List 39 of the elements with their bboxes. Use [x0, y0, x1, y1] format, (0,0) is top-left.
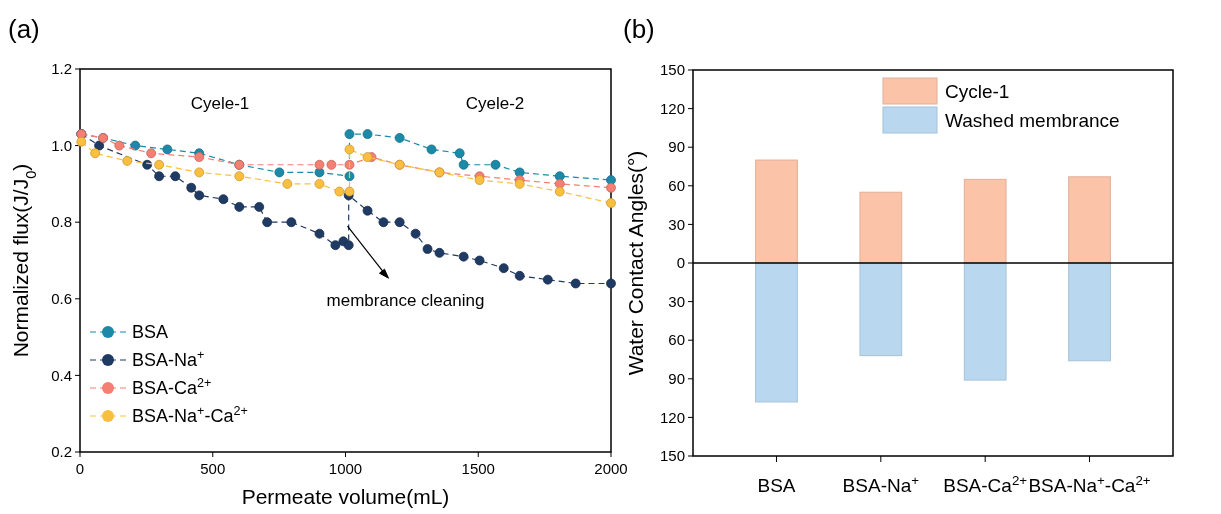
y-tick-label: 60 — [668, 177, 685, 195]
x-tick-label: 0 — [75, 460, 85, 477]
legend-label: Washed membrance — [945, 109, 1120, 131]
x-tick-label: BSA-Na$^{+}$ — [842, 472, 920, 496]
y-tick-label: 120 — [659, 408, 685, 426]
y-tick-label: 60 — [668, 331, 685, 349]
y-tick-label: 0.2 — [51, 443, 72, 461]
x-axis-title: Permeate volume(mL) — [241, 485, 450, 508]
y-tick-label: 150 — [659, 447, 685, 465]
x-tick-label: 500 — [200, 460, 226, 477]
y-tick-label: 30 — [668, 215, 685, 233]
legend-label: BSA-Na$^{+}$ — [132, 348, 205, 371]
legend-label: BSA — [132, 322, 169, 343]
annotation: Cyele-1 — [190, 94, 250, 113]
x-tick-label: BSA-Ca$^{2+}$ — [943, 472, 1028, 496]
y-tick-label: 1.0 — [51, 136, 72, 154]
legend-label: BSA-Ca$^{2+}$ — [132, 376, 212, 399]
y-tick-label: 150 — [659, 61, 685, 79]
x-tick-label: 1000 — [328, 460, 363, 477]
legend-label: Cycle-1 — [945, 80, 1010, 102]
y-tick-label: 0.8 — [51, 213, 72, 231]
y-tick-label: 0 — [676, 254, 685, 272]
legend-label: BSA-Na$^{+}$-Ca$^{2+}$ — [132, 404, 248, 427]
y-axis-title: Water Contact Angles(°) — [624, 150, 647, 376]
annotation: Cyele-2 — [465, 94, 525, 113]
x-tick-label: 1500 — [461, 460, 495, 477]
chart-title: (a) — [8, 14, 40, 44]
annotation: membrance cleaning — [326, 291, 485, 311]
chart-title: (b) — [623, 14, 655, 44]
y-tick-label: 90 — [668, 370, 685, 388]
x-tick-label: BSA — [757, 475, 796, 496]
y-tick-label: 0.6 — [51, 290, 72, 308]
y-tick-label: 1.2 — [51, 60, 72, 78]
x-tick-label: BSA-Na$^{+}$-Ca$^{2+}$ — [1028, 472, 1151, 496]
y-tick-label: 90 — [668, 138, 685, 156]
x-tick-label: 2000 — [594, 460, 628, 477]
y-tick-label: 30 — [668, 292, 685, 310]
y-tick-label: 0.4 — [51, 366, 72, 384]
y-tick-label: 120 — [659, 99, 685, 117]
